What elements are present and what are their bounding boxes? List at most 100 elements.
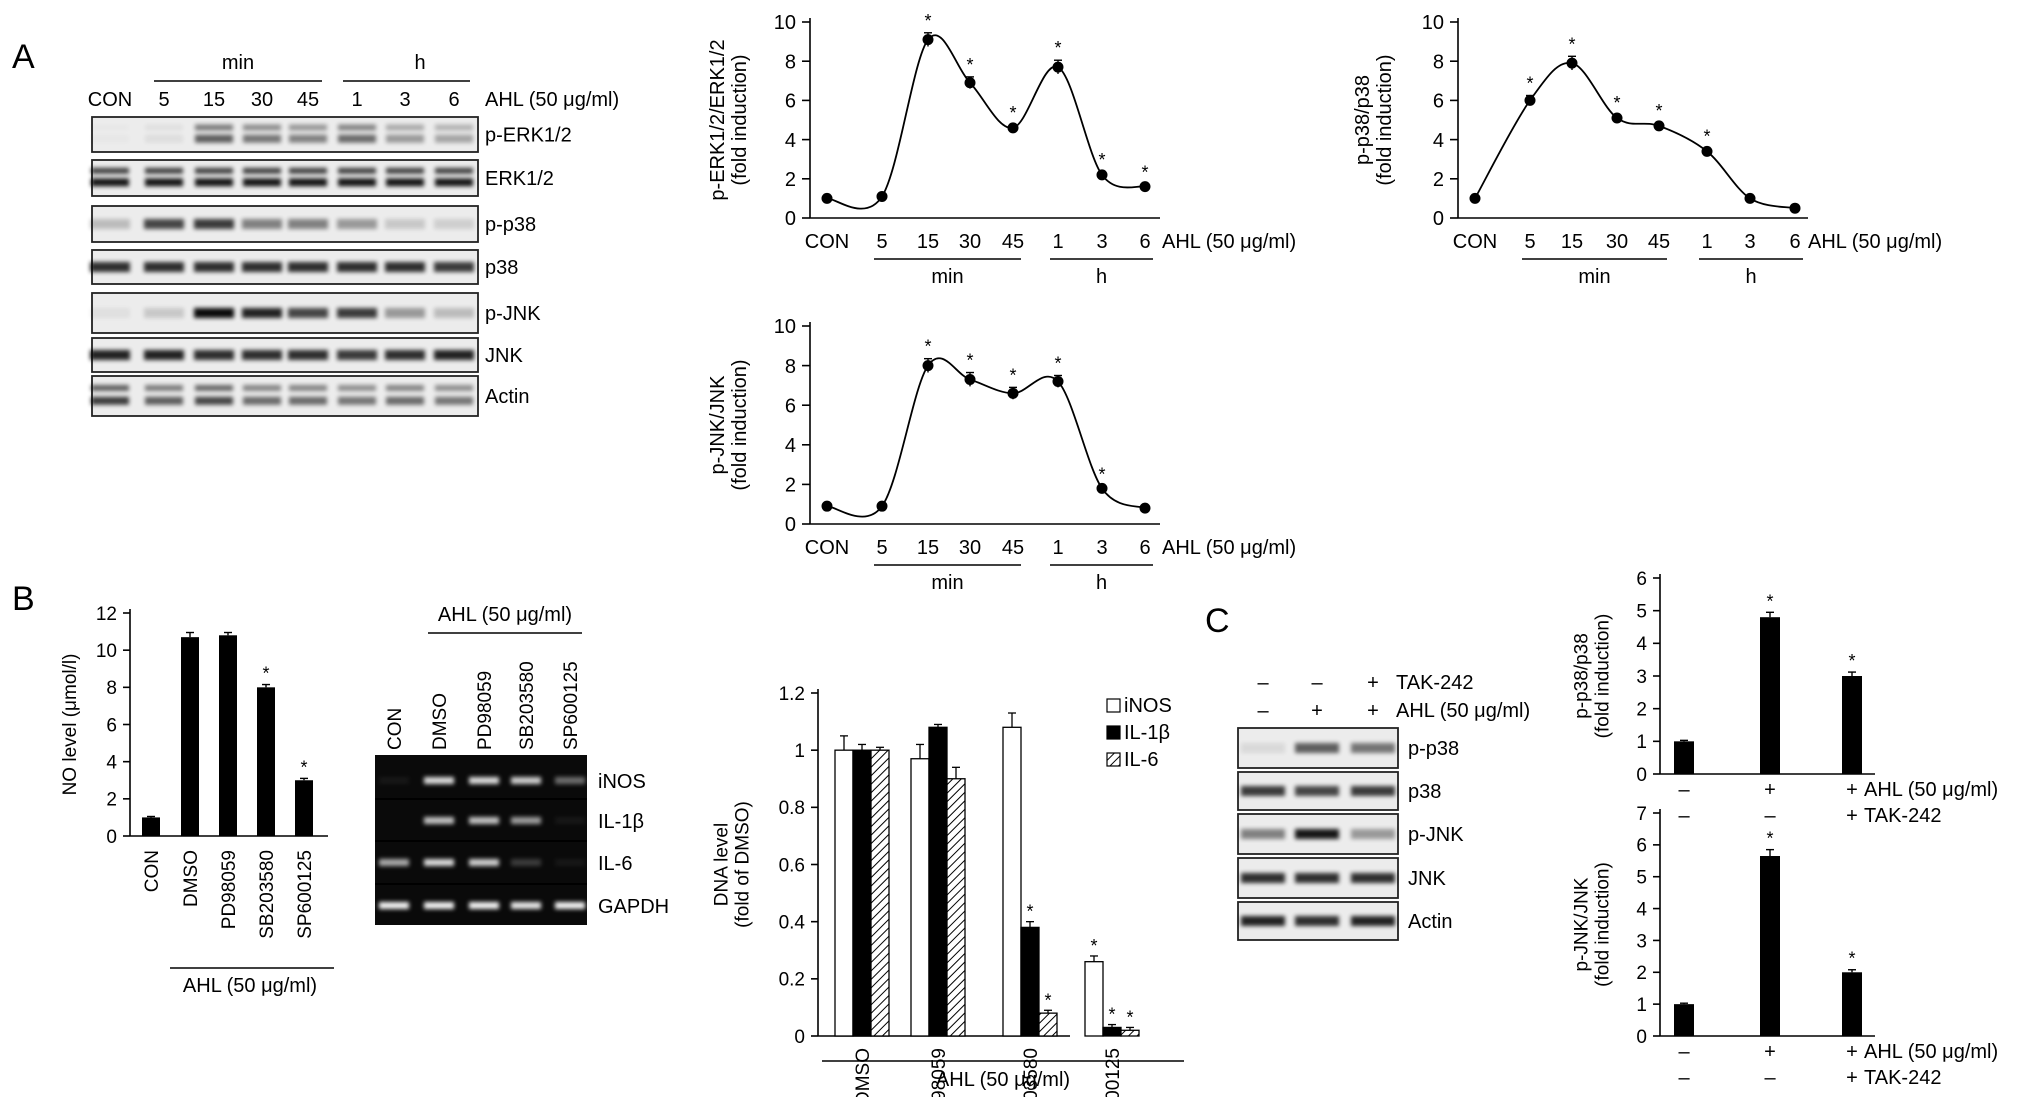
- band-label: IL-1β: [598, 811, 644, 833]
- blot-frame: [91, 375, 479, 417]
- data-point: [1052, 61, 1064, 73]
- x-tick-label: CON: [805, 537, 849, 559]
- band: [435, 396, 473, 405]
- band: [194, 308, 234, 318]
- x-tick-label: SP600125: [1103, 1048, 1124, 1097]
- data-point: [1052, 375, 1064, 387]
- band: [91, 167, 129, 174]
- band: [1351, 916, 1395, 926]
- lane-label: 6: [448, 89, 459, 111]
- y-tick-label: 1: [1636, 732, 1647, 753]
- x-tick-label: CON: [805, 231, 849, 253]
- band: [90, 350, 130, 360]
- y-tick-label: 6: [785, 395, 796, 417]
- band: [195, 134, 233, 143]
- y-tick-label: 6: [1433, 91, 1444, 113]
- data-point: [1139, 502, 1151, 514]
- bar: [295, 780, 313, 836]
- x-tick-label: 5: [1524, 231, 1535, 253]
- significance-star: *: [924, 337, 931, 357]
- band: [145, 178, 183, 187]
- bar: [1674, 1004, 1694, 1036]
- bar-il1: [1020, 926, 1040, 1037]
- bar-il6: [1120, 1029, 1140, 1037]
- data-point: [1789, 202, 1801, 214]
- band: [243, 134, 281, 143]
- band-label: JNK: [1408, 868, 1446, 890]
- ahl-sign: +: [1311, 700, 1323, 722]
- bar: [142, 817, 160, 836]
- band: [195, 124, 233, 131]
- band: [1295, 829, 1339, 839]
- band: [145, 167, 183, 174]
- header-h: h: [414, 52, 425, 74]
- gel-band: [469, 902, 499, 909]
- x-tick-label: 45: [1648, 231, 1670, 253]
- gel-band: [555, 777, 585, 784]
- band: [289, 124, 327, 131]
- gel-band: [379, 902, 409, 909]
- band-label: p38: [1408, 781, 1441, 803]
- band: [385, 350, 425, 360]
- data-point: [1653, 120, 1665, 132]
- bar: [1842, 676, 1862, 774]
- y-tick-label: 5: [1636, 868, 1647, 889]
- legend-swatch: [1106, 725, 1121, 740]
- x-tick-label: 1: [1052, 537, 1063, 559]
- band-label: p-JNK: [1408, 824, 1464, 846]
- gel-band: [379, 859, 409, 866]
- gel-band: [555, 817, 585, 824]
- significance-star: *: [1054, 354, 1061, 374]
- y-tick-label: 12: [96, 604, 117, 625]
- y-tick-label: 4: [1433, 130, 1444, 152]
- band: [1295, 743, 1339, 753]
- x-tick-label: 45: [1002, 537, 1024, 559]
- ahl-sign: +: [1764, 1041, 1776, 1063]
- legend-swatch: [1106, 752, 1121, 767]
- chart-pp38-tak242: 0 1 2 3 4 5 6 p-p38/p38(fold induction) * * – – + – + +…: [1572, 569, 1999, 827]
- band: [195, 167, 233, 174]
- data-point: [1524, 94, 1536, 106]
- ahl-sign: –: [1678, 779, 1690, 801]
- band: [91, 385, 129, 391]
- tak-sign: –: [1678, 805, 1690, 827]
- tak-sign: –: [1311, 672, 1323, 694]
- y-tick-label: 0: [785, 208, 796, 230]
- band: [243, 396, 281, 405]
- ahl-sign: +: [1367, 700, 1379, 722]
- band: [1295, 786, 1339, 796]
- ahl-sign: –: [1678, 1041, 1690, 1063]
- group-label-min: min: [931, 572, 963, 594]
- data-point: [1007, 122, 1019, 134]
- lane-label: 5: [158, 89, 169, 111]
- band: [145, 396, 183, 405]
- gel-band: [424, 817, 454, 824]
- y-tick-label: 2: [1433, 169, 1444, 191]
- y-tick-label: 8: [785, 356, 796, 378]
- series-line: [826, 357, 1146, 518]
- band: [338, 385, 376, 391]
- x-tick-label: 30: [1606, 231, 1628, 253]
- header-min: min: [222, 52, 254, 74]
- x-tick-label: 3: [1744, 231, 1755, 253]
- bar: [219, 635, 237, 836]
- lane-label: 3: [399, 89, 410, 111]
- series-line: [1474, 62, 1796, 210]
- ahl-sign: +: [1846, 779, 1858, 801]
- lane-label: 15: [203, 89, 225, 111]
- band: [289, 167, 327, 174]
- bar: [1842, 972, 1862, 1036]
- data-point: [876, 190, 888, 202]
- gel-band: [469, 817, 499, 824]
- band: [145, 124, 183, 131]
- data-point: [964, 77, 976, 89]
- band: [144, 219, 184, 229]
- significance-star: *: [1098, 464, 1105, 484]
- group-label-min: min: [1578, 266, 1610, 288]
- bar: [1760, 617, 1780, 774]
- band: [385, 262, 425, 272]
- x-tick-label: 3: [1096, 537, 1107, 559]
- band-label: ERK1/2: [485, 168, 554, 190]
- y-tick-label: 10: [1422, 12, 1444, 34]
